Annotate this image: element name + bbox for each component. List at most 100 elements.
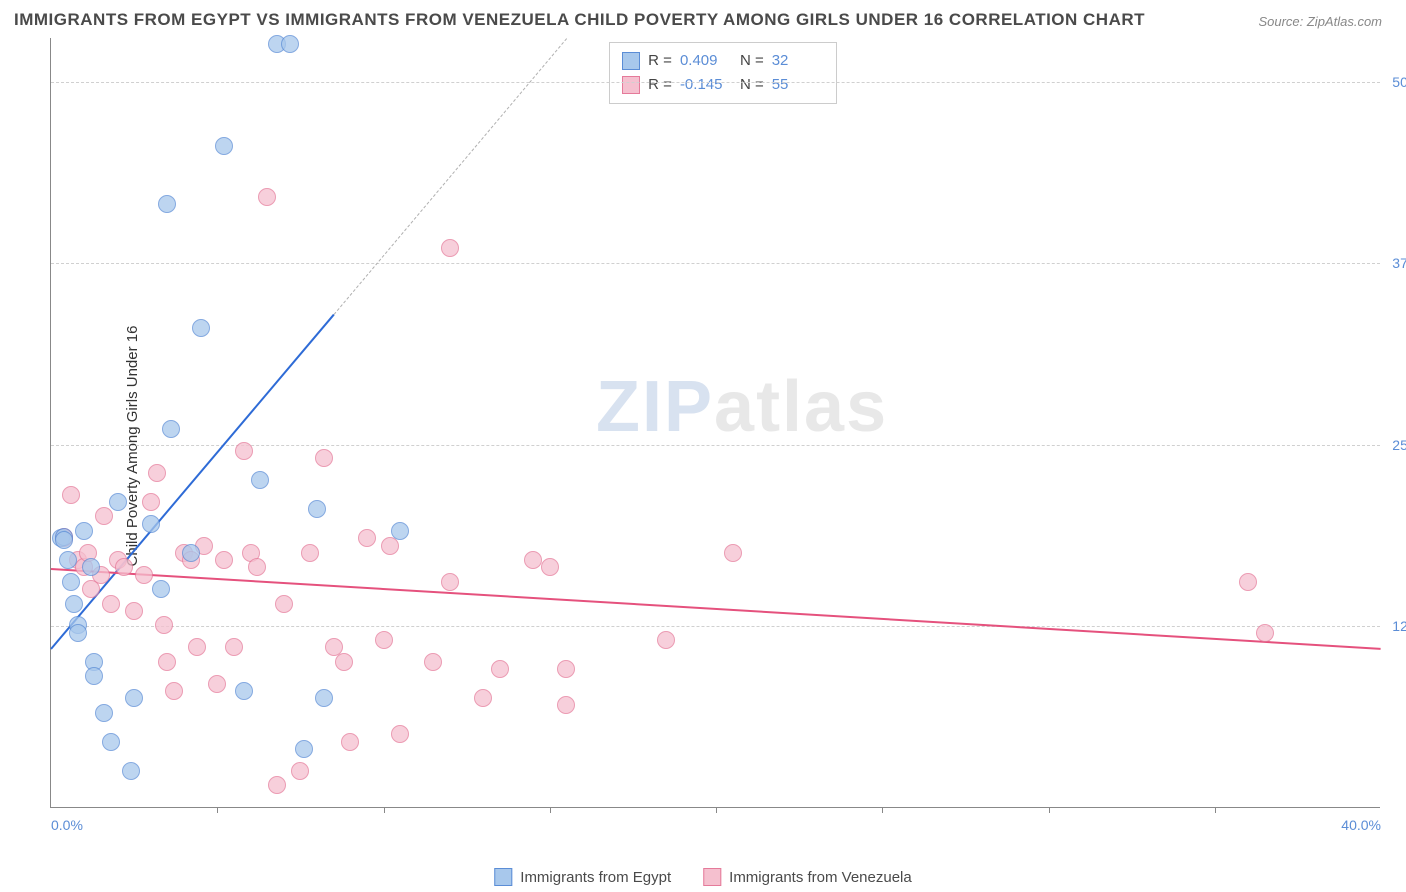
data-point-venezuela [491, 660, 509, 678]
xtick-minor [882, 807, 883, 813]
data-point-egypt [69, 624, 87, 642]
data-point-venezuela [375, 631, 393, 649]
n-label: N = [740, 52, 764, 69]
data-point-egypt [65, 595, 83, 613]
data-point-venezuela [524, 551, 542, 569]
data-point-egypt [182, 544, 200, 562]
data-point-egypt [122, 762, 140, 780]
data-point-venezuela [541, 558, 559, 576]
data-point-egypt [295, 740, 313, 758]
chart-title: IMMIGRANTS FROM EGYPT VS IMMIGRANTS FROM… [14, 10, 1145, 30]
ytick-label: 25.0% [1382, 437, 1406, 453]
data-point-egypt [109, 493, 127, 511]
swatch-egypt-bottom [494, 868, 512, 886]
ytick-label: 50.0% [1382, 74, 1406, 90]
trendline-extrapolated [333, 38, 567, 315]
xtick-minor [550, 807, 551, 813]
data-point-venezuela [557, 696, 575, 714]
data-point-venezuela [158, 653, 176, 671]
xtick-label: 40.0% [1341, 817, 1381, 833]
trendline [51, 568, 1381, 650]
data-point-venezuela [657, 631, 675, 649]
xtick-minor [384, 807, 385, 813]
data-point-egypt [315, 689, 333, 707]
data-point-egypt [235, 682, 253, 700]
xtick-minor [1215, 807, 1216, 813]
data-point-egypt [59, 551, 77, 569]
gridline-h [51, 82, 1380, 83]
n-value-venezuela: 55 [772, 76, 824, 93]
n-label: N = [740, 76, 764, 93]
data-point-venezuela [135, 566, 153, 584]
data-point-egypt [62, 573, 80, 591]
data-point-venezuela [1239, 573, 1257, 591]
data-point-venezuela [441, 239, 459, 257]
data-point-egypt [162, 420, 180, 438]
data-point-egypt [125, 689, 143, 707]
xtick-label: 0.0% [51, 817, 83, 833]
data-point-venezuela [441, 573, 459, 591]
data-point-venezuela [291, 762, 309, 780]
data-point-egypt [281, 35, 299, 53]
data-point-venezuela [1256, 624, 1274, 642]
data-point-venezuela [148, 464, 166, 482]
watermark-atlas: atlas [714, 367, 888, 447]
legend-label-egypt: Immigrants from Egypt [520, 869, 671, 886]
xtick-minor [716, 807, 717, 813]
data-point-egypt [95, 704, 113, 722]
gridline-h [51, 263, 1380, 264]
data-point-egypt [152, 580, 170, 598]
legend-stats-box: R = 0.409 N = 32 R = -0.145 N = 55 [609, 42, 837, 104]
data-point-venezuela [235, 442, 253, 460]
data-point-venezuela [142, 493, 160, 511]
legend-label-venezuela: Immigrants from Venezuela [729, 869, 912, 886]
data-point-venezuela [225, 638, 243, 656]
data-point-egypt [85, 667, 103, 685]
data-point-venezuela [724, 544, 742, 562]
gridline-h [51, 626, 1380, 627]
data-point-venezuela [557, 660, 575, 678]
bottom-legend: Immigrants from Egypt Immigrants from Ve… [494, 868, 911, 886]
xtick-minor [217, 807, 218, 813]
watermark: ZIPatlas [596, 366, 888, 448]
xtick-minor [1049, 807, 1050, 813]
plot-area: ZIPatlas R = 0.409 N = 32 R = -0.145 N =… [50, 38, 1380, 808]
data-point-venezuela [165, 682, 183, 700]
data-point-venezuela [301, 544, 319, 562]
data-point-venezuela [125, 602, 143, 620]
data-point-egypt [102, 733, 120, 751]
data-point-venezuela [424, 653, 442, 671]
data-point-venezuela [258, 188, 276, 206]
data-point-venezuela [62, 486, 80, 504]
data-point-venezuela [248, 558, 266, 576]
data-point-venezuela [275, 595, 293, 613]
legend-item-egypt: Immigrants from Egypt [494, 868, 671, 886]
watermark-zip: ZIP [596, 367, 714, 447]
data-point-venezuela [358, 529, 376, 547]
data-point-venezuela [95, 507, 113, 525]
data-point-venezuela [115, 558, 133, 576]
data-point-venezuela [155, 616, 173, 634]
data-point-egypt [82, 558, 100, 576]
data-point-egypt [75, 522, 93, 540]
data-point-venezuela [215, 551, 233, 569]
legend-item-venezuela: Immigrants from Venezuela [703, 868, 912, 886]
r-value-venezuela: -0.145 [680, 76, 732, 93]
data-point-venezuela [188, 638, 206, 656]
data-point-venezuela [102, 595, 120, 613]
data-point-venezuela [315, 449, 333, 467]
data-point-egypt [158, 195, 176, 213]
data-point-egypt [391, 522, 409, 540]
data-point-venezuela [335, 653, 353, 671]
data-point-venezuela [341, 733, 359, 751]
data-point-egypt [308, 500, 326, 518]
r-label: R = [648, 52, 672, 69]
data-point-egypt [142, 515, 160, 533]
r-label: R = [648, 76, 672, 93]
source-label: Source: ZipAtlas.com [1258, 14, 1382, 29]
data-point-venezuela [268, 776, 286, 794]
data-point-egypt [251, 471, 269, 489]
r-value-egypt: 0.409 [680, 52, 732, 69]
data-point-venezuela [474, 689, 492, 707]
data-point-venezuela [208, 675, 226, 693]
